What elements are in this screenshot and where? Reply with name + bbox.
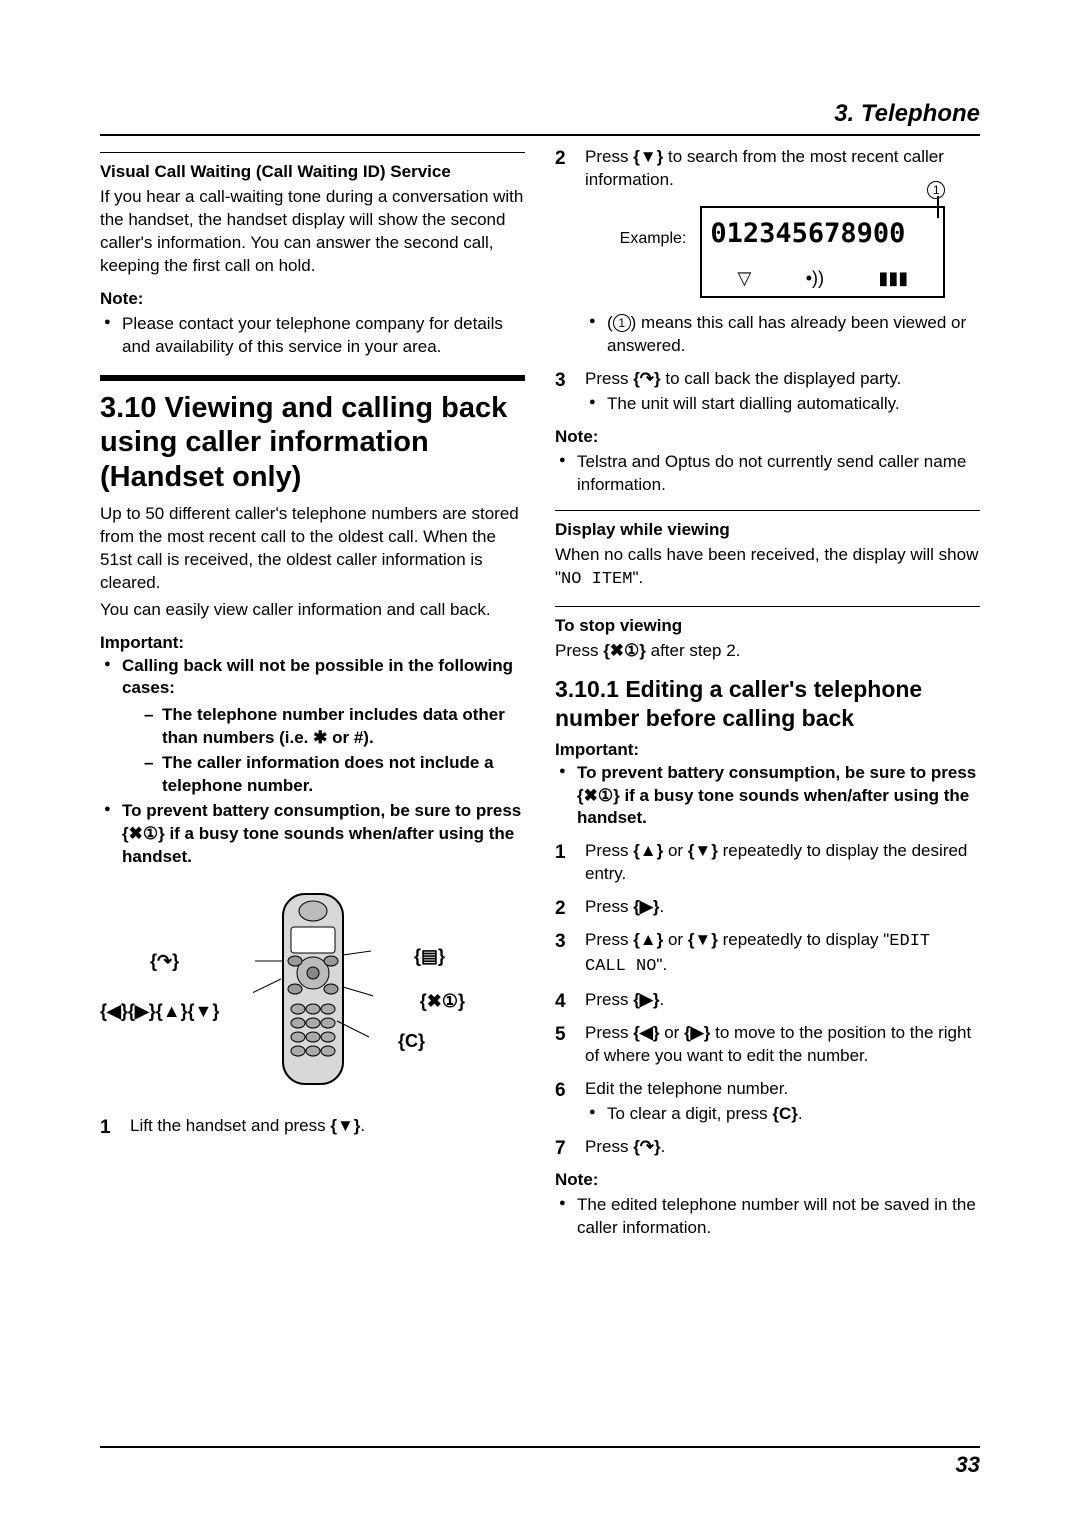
- edit-step-6: 6 Edit the telephone number. To clear a …: [555, 1078, 980, 1126]
- important-sub-b: The caller information does not include …: [144, 752, 525, 798]
- step-2: 2 Press {▼} to search from the most rece…: [555, 146, 980, 358]
- edit-step-2: 2 Press {▶}.: [555, 896, 980, 919]
- right-column: 2 Press {▼} to search from the most rece…: [555, 146, 980, 1242]
- note-item-2: Telstra and Optus do not currently send …: [555, 451, 980, 497]
- nav-keys-label: {◀}{▶}{▲}{▼}: [100, 999, 219, 1023]
- circled-1-icon: 1: [927, 181, 945, 199]
- footer-rule: [100, 1446, 980, 1448]
- rule: [100, 152, 525, 153]
- edit-step-1: 1 Press {▲} or {▼} repeatedly to display…: [555, 840, 980, 886]
- rule: [555, 510, 980, 511]
- left-column: Visual Call Waiting (Call Waiting ID) Se…: [100, 146, 525, 1242]
- edit-step-4: 4 Press {▶}.: [555, 989, 980, 1012]
- battery-icon: ▮▮▮: [878, 266, 908, 290]
- antenna-icon: ▽: [738, 266, 752, 290]
- c-key-label: {C}: [398, 1029, 425, 1053]
- example-label: Example:: [620, 206, 687, 250]
- edit-step-3: 3 Press {▲} or {▼} repeatedly to display…: [555, 929, 980, 979]
- edit-step-6-sub: To clear a digit, press {C}.: [585, 1103, 980, 1126]
- subsection-title: 3.10.1 Editing a caller's telephone numb…: [555, 675, 980, 733]
- step-2-num: 2: [555, 146, 579, 172]
- note-label: Note:: [100, 288, 525, 311]
- step-3: 3 Press {↷} to call back the displayed p…: [555, 368, 980, 416]
- step-3-sub: The unit will start dialling automatical…: [585, 393, 980, 416]
- handset-icon: [253, 889, 373, 1089]
- note-item-3: The edited telephone number will not be …: [555, 1194, 980, 1240]
- note-label-3: Note:: [555, 1169, 980, 1192]
- step-1: 1 Lift the handset and press {▼}.: [100, 1115, 525, 1138]
- display-viewing-heading: Display while viewing: [555, 519, 980, 542]
- talk-key-label: {↷}: [150, 949, 179, 973]
- visual-cw-body: If you hear a call-waiting tone during a…: [100, 186, 525, 278]
- section-para-2: You can easily view caller information a…: [100, 599, 525, 622]
- important-item-3: To prevent battery consumption, be sure …: [555, 762, 980, 831]
- section-title: 3.10 Viewing and calling back using call…: [100, 391, 525, 495]
- ringer-icon: •)): [806, 266, 824, 290]
- step-1-num: 1: [100, 1115, 124, 1141]
- important-sub-a: The telephone number includes data other…: [144, 704, 525, 750]
- stop-viewing-heading: To stop viewing: [555, 615, 980, 638]
- step-3-num: 3: [555, 368, 579, 394]
- lcd-display: 1 012345678900 ▽ •)) ▮▮▮: [700, 206, 945, 298]
- page-number: 33: [956, 1452, 980, 1478]
- edit-step-5: 5 Press {◀} or {▶} to move to the positi…: [555, 1022, 980, 1068]
- lcd-example: Example: 1 012345678900 ▽ •)) ▮▮▮: [585, 206, 980, 298]
- lcd-number: 012345678900: [710, 216, 935, 252]
- thick-rule: [100, 375, 525, 381]
- section-para-1: Up to 50 different caller's telephone nu…: [100, 503, 525, 595]
- edit-step-7: 7 Press {↷}.: [555, 1136, 980, 1159]
- off-key-label: {✖①}: [420, 989, 465, 1013]
- stop-viewing-body: Press {✖①} after step 2.: [555, 640, 980, 663]
- display-viewing-body: When no calls have been received, the di…: [555, 544, 980, 592]
- important-item-1: Calling back will not be possible in the…: [100, 655, 525, 799]
- viewed-note: (1) means this call has already been vie…: [585, 312, 980, 358]
- menu-key-label: {▤}: [414, 944, 445, 968]
- note-label-2: Note:: [555, 426, 980, 449]
- important-label-2: Important:: [555, 739, 980, 762]
- chapter-title: 3. Telephone: [100, 100, 980, 128]
- important-item-2: To prevent battery consumption, be sure …: [100, 800, 525, 869]
- important-label: Important:: [100, 632, 525, 655]
- rule: [555, 606, 980, 607]
- visual-cw-heading: Visual Call Waiting (Call Waiting ID) Se…: [100, 161, 525, 184]
- header-rule: [100, 134, 980, 136]
- note-item: Please contact your telephone company fo…: [100, 313, 525, 359]
- handset-figure: {↷} {◀}{▶}{▲}{▼} {▤} {✖①} {C}: [100, 889, 525, 1099]
